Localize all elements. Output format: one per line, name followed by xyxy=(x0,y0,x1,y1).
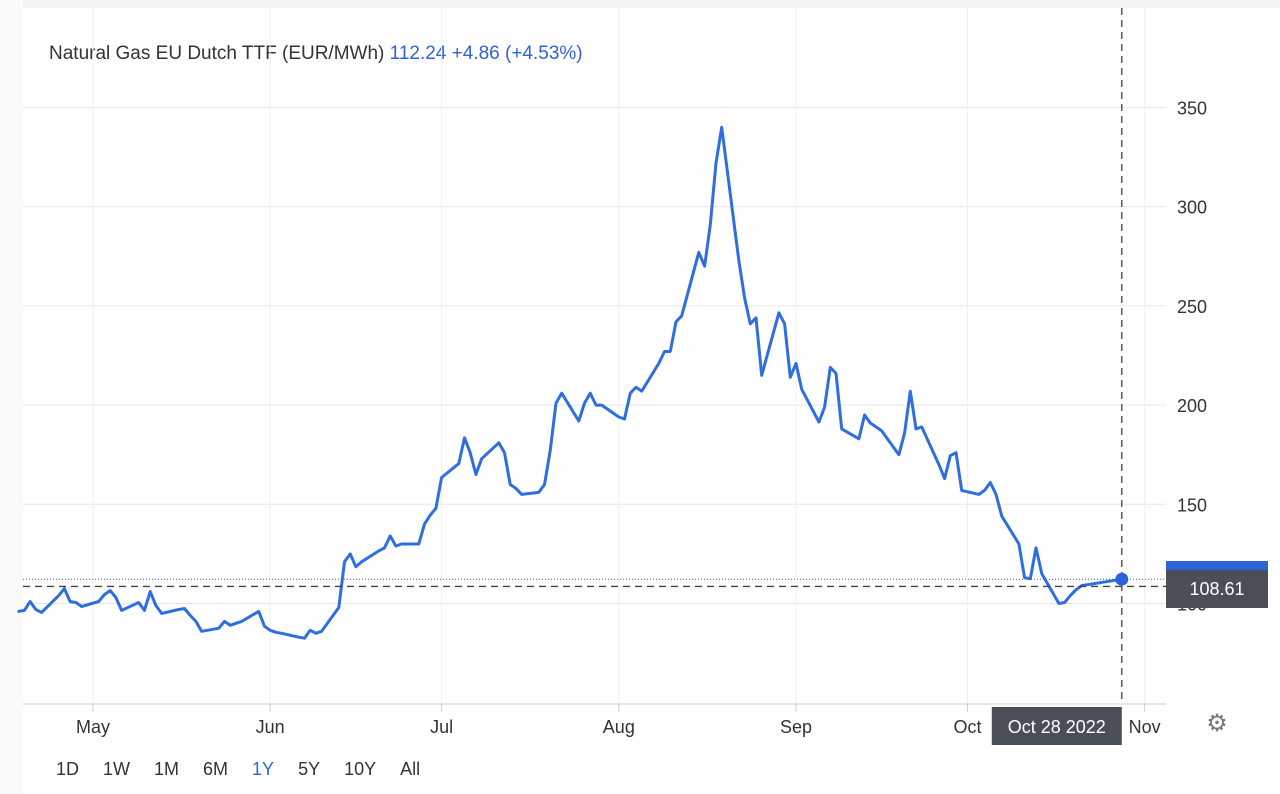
range-button-1y[interactable]: 1Y xyxy=(252,759,275,779)
x-tick-label: Nov xyxy=(1129,717,1161,737)
y-tick-label: 350 xyxy=(1177,99,1207,119)
x-tick-label: Sep xyxy=(780,717,812,737)
top-strip xyxy=(0,0,1280,8)
range-button-1d[interactable]: 1D xyxy=(56,759,80,779)
price-line[interactable] xyxy=(17,125,1124,640)
y-tick-label: 250 xyxy=(1177,297,1207,317)
range-button-10y[interactable]: 10Y xyxy=(344,759,377,779)
price-change: +4.86 (+4.53%) xyxy=(451,43,583,64)
crosshair-date-box xyxy=(991,707,1122,745)
last-point-dot[interactable] xyxy=(1115,572,1129,586)
crosshair-value-box xyxy=(1166,570,1268,608)
x-tick-label: May xyxy=(76,717,110,737)
settings-gear-icon[interactable]: ⚙ xyxy=(1206,710,1228,737)
y-tick-label: 150 xyxy=(1177,495,1207,515)
x-tick-label: Jul xyxy=(430,717,453,737)
range-button-6m[interactable]: 6M xyxy=(203,759,229,779)
x-tick-label: Oct xyxy=(953,717,981,737)
instrument-title: Natural Gas EU Dutch TTF (EUR/MWh) xyxy=(49,43,385,64)
last-price-badge xyxy=(1166,561,1268,570)
range-button-1m[interactable]: 1M xyxy=(154,759,180,779)
crosshair-value-label: 108.61 xyxy=(1189,579,1244,599)
y-tick-label: 300 xyxy=(1177,198,1207,218)
crosshair-date-label: Oct 28 2022 xyxy=(1008,717,1106,737)
range-selector: 1D 1W 1M 6M 1Y 5Y 10Y All xyxy=(56,759,444,783)
chart-header: Natural Gas EU Dutch TTF (EUR/MWh) 112.2… xyxy=(49,43,583,65)
price-value: 112.24 xyxy=(389,43,447,64)
x-tick-label: Jun xyxy=(256,717,285,737)
left-strip xyxy=(0,0,23,794)
y-tick-label: 200 xyxy=(1177,396,1207,416)
range-button-all[interactable]: All xyxy=(400,759,421,779)
range-button-5y[interactable]: 5Y xyxy=(298,759,321,779)
x-tick-label: Aug xyxy=(603,717,635,737)
range-button-1w[interactable]: 1W xyxy=(103,759,131,779)
